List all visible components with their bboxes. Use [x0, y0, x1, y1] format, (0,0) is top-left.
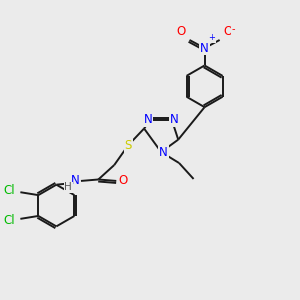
Text: N: N	[144, 113, 153, 126]
Text: Cl: Cl	[4, 214, 15, 227]
Text: -: -	[232, 24, 235, 34]
Text: N: N	[200, 42, 209, 55]
Text: Cl: Cl	[4, 184, 15, 197]
Text: N: N	[70, 174, 79, 187]
Text: N: N	[169, 113, 178, 126]
Text: H: H	[64, 182, 72, 192]
Text: S: S	[124, 139, 132, 152]
Text: O: O	[224, 25, 232, 38]
Text: O: O	[118, 174, 127, 188]
Text: O: O	[176, 25, 186, 38]
Text: N: N	[159, 146, 168, 158]
Text: +: +	[208, 34, 215, 43]
